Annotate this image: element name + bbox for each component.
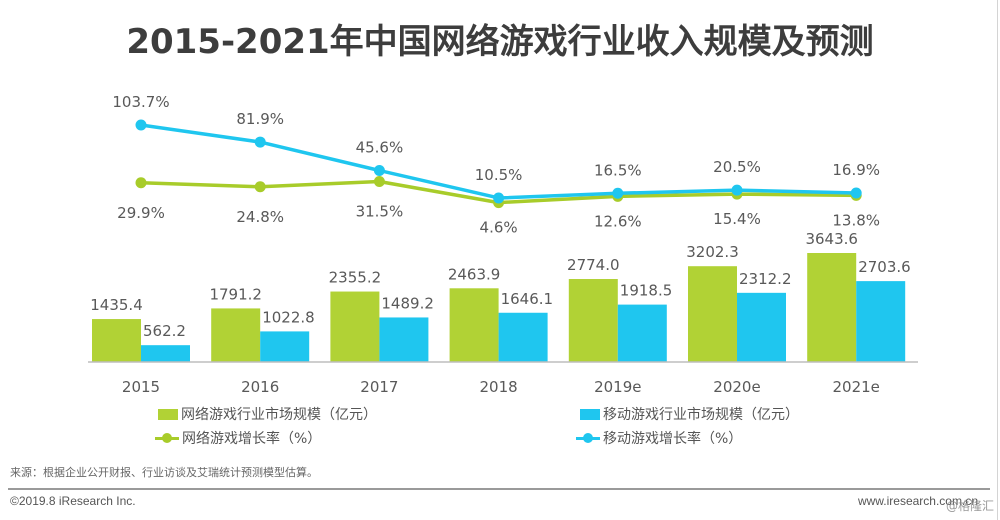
source-note: 来源：根据企业公开财报、行业访谈及艾瑞统计预测模型估算。 xyxy=(10,466,318,479)
legend-label: 移动游戏行业市场规模（亿元） xyxy=(603,407,799,423)
legend-label: 移动游戏增长率（%） xyxy=(603,431,743,447)
legend-line-swatch xyxy=(576,432,600,444)
bar-label-web-game-market: 2463.9 xyxy=(448,265,501,283)
x-tick-label: 2020e xyxy=(713,378,760,396)
watermark: @格隆汇 xyxy=(945,499,994,513)
copyright: ©2019.8 iResearch Inc. xyxy=(10,494,136,508)
legend-label: 网络游戏行业市场规模（亿元） xyxy=(181,407,377,423)
legend-item-web-growth: 网络游戏增长率（%） xyxy=(155,428,321,448)
bar-web-game-market xyxy=(568,279,618,362)
data-labels-layer: 1435.4 1791.2 2355.2 2463.9 2774.0 3202.3 3643… xyxy=(90,93,910,340)
line-label-mobile-game-growth: 103.7% xyxy=(112,93,169,111)
bar-label-mobile-game-market: 2312.2 xyxy=(739,270,792,288)
line-label-web-game-growth: 29.9% xyxy=(117,204,165,222)
bar-label-web-game-market: 3643.6 xyxy=(805,230,858,248)
bar-mobile-game-market xyxy=(856,281,906,362)
bars-layer xyxy=(92,253,906,362)
legend-label: 网络游戏增长率（%） xyxy=(182,431,322,447)
bar-label-mobile-game-market: 562.2 xyxy=(143,322,186,340)
x-tick-label: 2017 xyxy=(360,378,398,396)
website-link[interactable]: www.iresearch.com.cn xyxy=(857,494,978,508)
line-label-web-game-growth: 31.5% xyxy=(356,203,404,221)
line-label-web-game-growth: 13.8% xyxy=(832,211,880,229)
bar-label-web-game-market: 2774.0 xyxy=(567,256,620,274)
line-label-web-game-growth: 24.8% xyxy=(236,208,284,226)
footer-divider xyxy=(8,488,990,490)
point-mobile-game-growth xyxy=(493,192,505,204)
bar-mobile-game-market xyxy=(498,312,548,362)
bar-label-mobile-game-market: 1918.5 xyxy=(620,282,673,300)
legend-item-mobile-growth: 移动游戏增长率（%） xyxy=(576,428,742,448)
page-edge xyxy=(997,0,998,520)
point-mobile-game-growth xyxy=(731,184,743,196)
bar-web-game-market xyxy=(688,266,737,362)
bar-mobile-game-market xyxy=(379,317,429,362)
bar-label-web-game-market: 2355.2 xyxy=(329,269,382,287)
line-label-web-game-growth: 12.6% xyxy=(594,212,642,230)
bar-label-mobile-game-market: 1489.2 xyxy=(381,294,434,312)
legend-line-swatch xyxy=(155,432,179,444)
bar-web-game-market xyxy=(92,319,141,362)
x-tick-labels: 2015 2016 2017 2018 2019e 2020e 2021e xyxy=(122,378,880,396)
x-tick-label: 2021e xyxy=(832,378,879,396)
bar-label-mobile-game-market: 2703.6 xyxy=(858,258,911,276)
line-label-mobile-game-growth: 16.9% xyxy=(832,161,880,179)
bar-mobile-game-market xyxy=(617,304,667,362)
chart: 2015 2016 2017 2018 2019e 2020e 2021e 1435.4 17… xyxy=(88,93,918,396)
point-web-game-growth xyxy=(373,176,385,188)
point-mobile-game-growth xyxy=(850,187,862,199)
bar-web-game-market xyxy=(807,253,857,362)
line-label-web-game-growth: 15.4% xyxy=(713,210,761,228)
legend-bar-swatch xyxy=(158,408,178,420)
bar-web-game-market xyxy=(211,308,261,362)
x-tick-label: 2018 xyxy=(480,378,518,396)
bar-web-game-market xyxy=(330,291,380,362)
point-web-game-growth xyxy=(135,177,147,189)
legend-bar-swatch xyxy=(580,408,600,420)
x-tick-label: 2019e xyxy=(594,378,641,396)
point-web-game-growth xyxy=(254,181,266,193)
line-label-mobile-game-growth: 16.5% xyxy=(594,161,642,179)
legend-item-web-market: 网络游戏行业市场规模（亿元） xyxy=(158,404,377,424)
bar-label-web-game-market: 3202.3 xyxy=(686,243,739,261)
lines-layer xyxy=(135,119,862,209)
line-label-mobile-game-growth: 10.5% xyxy=(475,166,523,184)
line-label-mobile-game-growth: 81.9% xyxy=(236,110,284,128)
x-tick-label: 2015 xyxy=(122,378,160,396)
bar-label-mobile-game-market: 1022.8 xyxy=(262,308,315,326)
bar-web-game-market xyxy=(449,288,499,362)
chart-title: 2015-2021年中国网络游戏行业收入规模及预测 xyxy=(126,22,874,62)
bar-mobile-game-market xyxy=(737,292,786,362)
legend-item-mobile-market: 移动游戏行业市场规模（亿元） xyxy=(580,404,799,424)
bar-mobile-game-market xyxy=(141,345,190,362)
bar-mobile-game-market xyxy=(260,331,310,362)
line-label-mobile-game-growth: 20.5% xyxy=(713,158,761,176)
point-mobile-game-growth xyxy=(373,164,385,176)
point-mobile-game-growth xyxy=(135,119,147,131)
bar-label-web-game-market: 1435.4 xyxy=(90,296,143,314)
bar-label-mobile-game-market: 1646.1 xyxy=(501,290,553,308)
line-label-web-game-growth: 4.6% xyxy=(480,219,518,237)
point-mobile-game-growth xyxy=(254,136,266,148)
bar-label-web-game-market: 1791.2 xyxy=(209,285,262,303)
x-tick-label: 2016 xyxy=(241,378,279,396)
point-mobile-game-growth xyxy=(612,187,624,199)
line-label-mobile-game-growth: 45.6% xyxy=(356,138,404,156)
